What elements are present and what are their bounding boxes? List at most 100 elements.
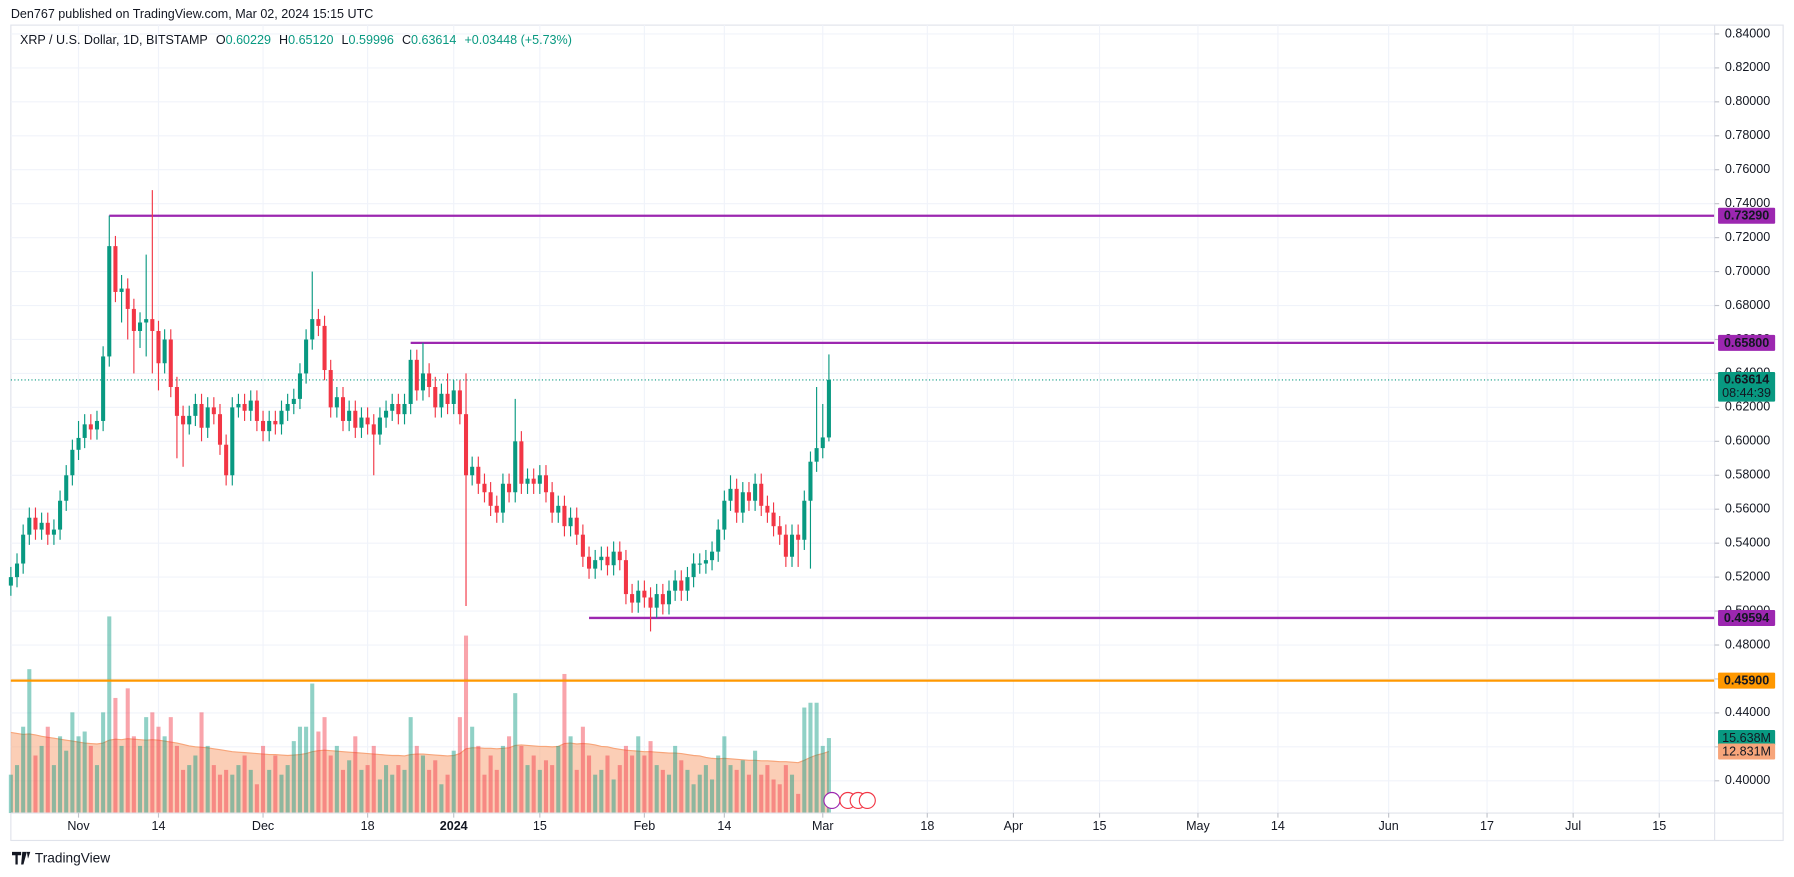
y-tick-label: 0.80000 bbox=[1725, 94, 1770, 108]
candle-body bbox=[740, 492, 745, 513]
level-label: 0.45900 bbox=[1724, 674, 1769, 688]
candle-body bbox=[125, 288, 130, 309]
ohlc-key: C bbox=[402, 33, 411, 47]
volume-bar bbox=[611, 779, 616, 814]
volume-bar bbox=[562, 673, 567, 814]
candle-body bbox=[642, 590, 647, 598]
ohlc-key: H bbox=[279, 33, 288, 47]
candle-body bbox=[94, 420, 100, 430]
candle-body bbox=[144, 319, 149, 323]
candles bbox=[8, 190, 831, 632]
candle-body bbox=[162, 339, 167, 364]
candle-body bbox=[771, 512, 776, 527]
y-tick-label: 0.58000 bbox=[1725, 468, 1770, 482]
candle-body bbox=[217, 414, 223, 445]
y-tick-label: 0.54000 bbox=[1725, 535, 1770, 549]
volume-bar bbox=[463, 635, 469, 814]
volume-bar bbox=[297, 726, 302, 814]
candle-body bbox=[599, 556, 604, 561]
candle-body bbox=[181, 415, 186, 425]
x-tick-label: Apr bbox=[1004, 819, 1024, 833]
volume-bar bbox=[187, 765, 192, 814]
candle-body bbox=[630, 594, 635, 603]
volume-bar bbox=[433, 760, 438, 814]
axis-labels: 0.73290 0.65800 0.49594 0.45900 0.6361408:44… bbox=[1718, 207, 1776, 760]
volume-bar bbox=[728, 765, 733, 814]
candle-body bbox=[76, 437, 81, 450]
candle-body bbox=[623, 560, 628, 595]
volume-pane bbox=[8, 616, 831, 814]
candle-body bbox=[537, 475, 542, 484]
y-tick-label: 0.78000 bbox=[1725, 128, 1770, 142]
volume-bar bbox=[82, 731, 87, 814]
volume-bar bbox=[267, 769, 272, 814]
volume-bar bbox=[519, 745, 524, 814]
volume-bar bbox=[94, 765, 100, 814]
volume-label: 15.638M bbox=[1722, 731, 1771, 745]
candle-body bbox=[236, 403, 241, 408]
candle-body bbox=[697, 563, 702, 565]
volume-bar bbox=[304, 726, 309, 814]
candle-body bbox=[8, 577, 13, 586]
x-tick-label: 15 bbox=[1093, 819, 1107, 833]
candle-body bbox=[119, 288, 124, 292]
y-tick-label: 0.56000 bbox=[1725, 502, 1770, 516]
candle-body bbox=[556, 505, 561, 513]
volume-bar bbox=[550, 765, 555, 814]
candle-body bbox=[322, 325, 327, 371]
x-tick-label: 14 bbox=[151, 819, 165, 833]
volume-bar bbox=[119, 745, 124, 814]
candle-body bbox=[58, 500, 63, 530]
countdown: 08:44:39 bbox=[1722, 386, 1771, 400]
volume-bar bbox=[796, 793, 801, 814]
volume-bar bbox=[710, 779, 715, 814]
volume-bar bbox=[230, 774, 235, 814]
candle-body bbox=[328, 370, 333, 408]
candle-body bbox=[64, 475, 69, 501]
candle-body bbox=[802, 500, 807, 540]
candle-body bbox=[254, 400, 259, 421]
candle-body bbox=[427, 373, 432, 388]
candle-body bbox=[402, 403, 407, 415]
candle-body bbox=[297, 373, 302, 399]
x-tick-label: 17 bbox=[1480, 819, 1494, 833]
candle-body bbox=[310, 319, 315, 340]
candle-body bbox=[507, 483, 512, 493]
candle-body bbox=[636, 590, 641, 603]
candle-body bbox=[660, 594, 665, 605]
candle-body bbox=[242, 403, 247, 411]
candle-body bbox=[445, 393, 450, 404]
volume-bar bbox=[427, 769, 432, 814]
levels bbox=[10, 214, 1715, 682]
volume-bar bbox=[371, 745, 376, 814]
candle-body bbox=[703, 560, 708, 564]
candle-body bbox=[316, 319, 321, 326]
candle-body bbox=[617, 551, 622, 561]
volume-bar bbox=[58, 736, 63, 814]
volume-bar bbox=[814, 702, 819, 814]
y-tick-label: 0.44000 bbox=[1725, 705, 1770, 719]
volume-bar bbox=[808, 702, 813, 814]
volume-bar bbox=[347, 760, 352, 814]
candle-body bbox=[414, 359, 419, 391]
candle-body bbox=[587, 556, 592, 569]
last-price-box bbox=[1718, 371, 1776, 402]
y-tick-label: 0.48000 bbox=[1725, 637, 1770, 651]
x-tick-label: Feb bbox=[634, 819, 656, 833]
candle-body bbox=[273, 420, 278, 425]
candle-body bbox=[187, 415, 192, 425]
volume-bar bbox=[654, 765, 659, 814]
candle-body bbox=[279, 410, 284, 425]
candle-body bbox=[777, 526, 782, 535]
candle-body bbox=[673, 580, 678, 591]
candle-body bbox=[261, 420, 266, 432]
volume-bar bbox=[587, 755, 592, 814]
volume-bar bbox=[45, 726, 50, 814]
volume-bar bbox=[107, 616, 112, 814]
volume-bar bbox=[789, 774, 795, 814]
level-label-box bbox=[1718, 334, 1776, 351]
y-tick-label: 0.68000 bbox=[1725, 298, 1770, 312]
volume-bar bbox=[402, 769, 407, 814]
volume-bar bbox=[666, 774, 672, 814]
